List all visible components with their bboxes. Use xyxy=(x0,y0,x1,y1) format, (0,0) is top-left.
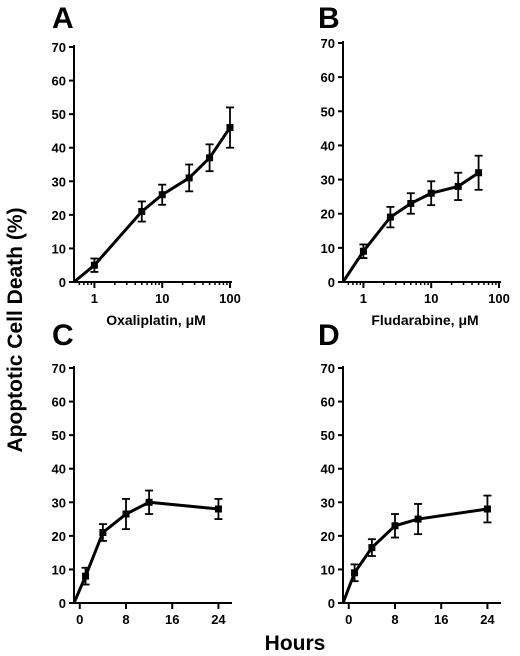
y-tick-label: 30 xyxy=(321,495,335,510)
y-tick-label: 30 xyxy=(52,495,66,510)
x-tick-label: 100 xyxy=(488,291,510,306)
y-tick-label: 40 xyxy=(52,141,66,156)
y-tick-label: 60 xyxy=(321,70,335,85)
x-axis-title-unit: μM xyxy=(458,312,478,328)
data-point xyxy=(368,544,376,552)
data-point xyxy=(206,154,214,162)
y-tick-label: 20 xyxy=(321,529,335,544)
y-tick-label: 40 xyxy=(321,138,335,153)
data-point xyxy=(351,569,359,577)
y-tick-label: 10 xyxy=(52,562,66,577)
x-tick-label: 8 xyxy=(122,612,129,627)
series-line xyxy=(341,507,488,604)
data-point xyxy=(427,189,435,197)
data-point xyxy=(454,182,462,190)
y-tick-label: 30 xyxy=(52,174,66,189)
y-tick-label: 10 xyxy=(52,241,66,256)
data-point xyxy=(407,199,415,207)
y-tick-label: 50 xyxy=(321,428,335,443)
y-tick-label: 0 xyxy=(59,275,66,290)
y-tick-label: 70 xyxy=(52,40,66,55)
y-tick-label: 0 xyxy=(328,596,335,611)
data-point xyxy=(122,510,130,518)
data-point xyxy=(185,174,193,182)
data-point xyxy=(90,261,98,269)
data-point xyxy=(99,529,107,536)
data-point xyxy=(82,572,90,580)
x-tick-label: 1 xyxy=(91,291,98,306)
y-tick-label: 20 xyxy=(52,208,66,223)
data-point xyxy=(226,124,234,132)
panel-letter: C xyxy=(52,319,74,352)
shared-y-axis-label: Apoptotic Cell Death (%) xyxy=(4,208,27,453)
y-tick-label: 50 xyxy=(321,104,335,119)
y-tick-label: 0 xyxy=(59,596,66,611)
y-tick-label: 70 xyxy=(52,361,66,376)
y-tick-label: 60 xyxy=(52,395,66,410)
x-axis-title: Oxaliplatin, μM xyxy=(106,312,206,328)
panel-d: D 0 10 20 30 40 50 60 70 0 8 16 24 xyxy=(318,319,501,627)
panel-c: C 0 10 20 30 40 50 60 70 0 8 16 24 xyxy=(52,319,232,627)
x-axis-title-text: Oxaliplatin, xyxy=(106,312,185,328)
y-tick-label: 60 xyxy=(321,395,335,410)
data-point xyxy=(475,169,483,177)
x-axis-title: Fludarabine, μM xyxy=(371,312,478,328)
data-point xyxy=(138,208,146,215)
x-tick-label: 10 xyxy=(155,291,169,306)
y-tick-label: 40 xyxy=(52,462,66,477)
data-point xyxy=(359,247,367,255)
data-point xyxy=(386,213,394,221)
data-point xyxy=(483,505,491,513)
data-point xyxy=(414,515,422,523)
data-point xyxy=(391,522,399,530)
y-tick-label: 50 xyxy=(52,428,66,443)
shared-x-axis-label: Hours xyxy=(265,632,326,655)
y-tick-label: 20 xyxy=(52,529,66,544)
y-tick-label: 60 xyxy=(52,74,66,89)
panel-a: A 0 10 20 30 40 50 60 70 1 10 100 Oxaliplatin, μM xyxy=(52,2,241,328)
data-point xyxy=(214,505,222,513)
x-tick-label: 0 xyxy=(76,612,83,627)
y-tick-label: 10 xyxy=(321,241,335,256)
y-tick-label: 70 xyxy=(321,36,335,51)
series-line xyxy=(72,500,219,604)
panel-letter: D xyxy=(318,319,340,352)
data-point xyxy=(158,191,166,199)
x-tick-label: 16 xyxy=(434,612,448,627)
x-tick-label: 100 xyxy=(219,291,241,306)
y-tick-label: 40 xyxy=(321,462,335,477)
x-tick-label: 0 xyxy=(345,612,352,627)
x-tick-label: 8 xyxy=(391,612,398,627)
x-axis-title-unit: μM xyxy=(186,312,206,328)
y-tick-label: 70 xyxy=(321,361,335,376)
panel-letter: A xyxy=(52,2,74,35)
y-tick-label: 0 xyxy=(328,275,335,290)
data-point xyxy=(145,498,153,506)
y-tick-label: 20 xyxy=(321,207,335,222)
x-tick-label: 16 xyxy=(165,612,179,627)
x-tick-label: 10 xyxy=(424,291,438,306)
y-tick-label: 10 xyxy=(321,562,335,577)
x-tick-label: 24 xyxy=(211,612,226,627)
y-tick-label: 30 xyxy=(321,173,335,188)
x-tick-label: 1 xyxy=(360,291,367,306)
panel-letter: B xyxy=(318,2,340,35)
panel-b: B 0 10 20 30 40 50 60 70 1 10 100 Fludarabine, μM xyxy=(318,2,510,328)
x-tick-label: 24 xyxy=(480,612,495,627)
y-tick-label: 50 xyxy=(52,107,66,122)
x-axis-title-text: Fludarabine, xyxy=(371,312,458,328)
